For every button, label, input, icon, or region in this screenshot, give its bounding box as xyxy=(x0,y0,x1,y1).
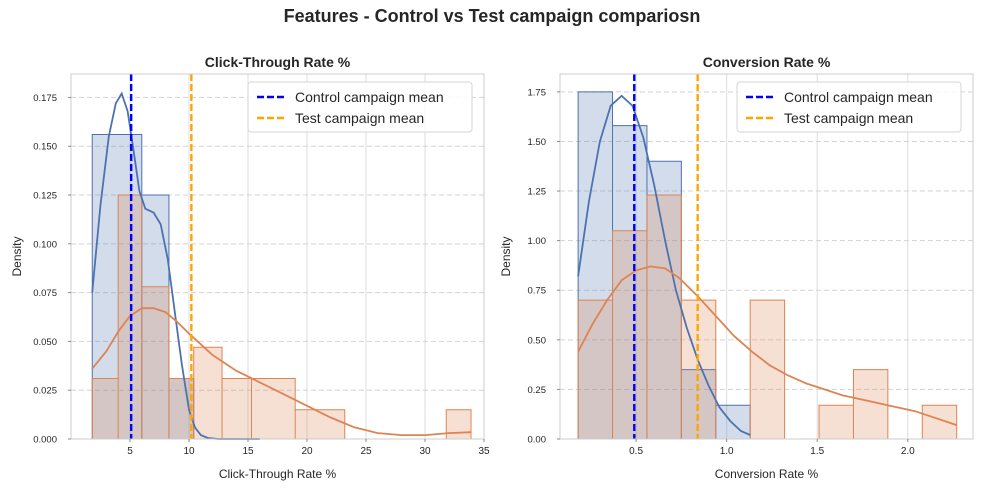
x-tick-label: 1.0 xyxy=(720,446,734,457)
y-tick-label: 0.75 xyxy=(528,286,547,297)
y-tick-label: 0.125 xyxy=(33,191,57,202)
control-bar xyxy=(646,161,682,440)
test-bar xyxy=(819,405,854,439)
y-tick-label: 0.50 xyxy=(528,335,547,346)
y-tick-label: 0.25 xyxy=(528,385,547,396)
control-histogram-outline xyxy=(577,91,751,439)
chart-panel-2: 0.5 1.0 1.5 2.0 0.00 0.25 0.50 0.75 1.00 1.25 1.50… xyxy=(499,54,974,481)
y-tick-label: 0.100 xyxy=(33,239,57,250)
test-bar xyxy=(168,378,194,439)
y-tick-label: 0.050 xyxy=(33,337,57,348)
x-axis-label: Click-Through Rate % xyxy=(219,467,337,481)
x-tick-label: 30 xyxy=(419,446,431,457)
test-bar xyxy=(92,378,119,439)
y-tick-label: 0.00 xyxy=(528,435,547,446)
legend-label: Control campaign mean xyxy=(295,89,444,105)
y-tick-label: 0.025 xyxy=(33,386,57,397)
plot-frame xyxy=(70,73,485,440)
test-bar xyxy=(222,378,252,439)
test-bar xyxy=(193,347,223,439)
legend: Control campaign mean Test campaign mean xyxy=(736,81,962,133)
x-tick-label: 35 xyxy=(478,446,490,457)
legend-label: Test campaign mean xyxy=(784,110,913,126)
control-bar xyxy=(141,195,169,439)
figure-title: Features - Control vs Test campaign comp… xyxy=(283,6,701,26)
y-tick-label: 1.50 xyxy=(528,137,547,148)
x-tick-label: 10 xyxy=(183,446,195,457)
control-bar xyxy=(92,134,142,439)
y-axis-label: Density xyxy=(10,236,24,276)
test-bar xyxy=(750,300,785,439)
y-tick-label: 1.75 xyxy=(528,87,547,98)
y-tick-label: 1.25 xyxy=(528,187,547,198)
subplot-title: Click-Through Rate % xyxy=(205,54,351,70)
x-tick-label: 5 xyxy=(127,446,133,457)
y-tick-label: 0.150 xyxy=(33,142,57,153)
test-bar xyxy=(251,378,296,439)
legend-label: Test campaign mean xyxy=(295,110,424,126)
y-axis-label: Density xyxy=(499,236,513,276)
x-tick-label: 25 xyxy=(360,446,372,457)
legend-box xyxy=(736,81,962,133)
test-kde-line xyxy=(577,265,957,426)
x-tick-label: 2.0 xyxy=(901,446,915,457)
x-tick-label: 1.5 xyxy=(810,446,824,457)
x-axis-label: Conversion Rate % xyxy=(715,467,819,481)
subplot-title: Conversion Rate % xyxy=(703,54,831,70)
test-bar xyxy=(922,405,957,439)
test-bar xyxy=(446,409,472,439)
control-kde-line xyxy=(91,91,260,440)
legend: Control campaign mean Test campaign mean xyxy=(247,81,473,133)
test-bar xyxy=(578,300,613,439)
test-bar xyxy=(295,409,345,439)
control-bar xyxy=(612,125,647,440)
x-tick-label: 0.5 xyxy=(629,446,643,457)
test-kde-line xyxy=(91,307,472,436)
y-tick-label: 0.000 xyxy=(33,435,57,446)
legend-label: Control campaign mean xyxy=(784,89,933,105)
test-histogram xyxy=(91,194,472,440)
chart-panel-1: 5 10 15 20 25 30 35 0.000 0.025 0.050 0.075 0.100 0.… xyxy=(10,54,490,481)
legend-box xyxy=(247,81,473,133)
test-bar xyxy=(612,230,647,439)
y-tick-label: 0.175 xyxy=(33,93,57,104)
x-tick-label: 20 xyxy=(301,446,313,457)
control-histogram xyxy=(577,91,751,440)
y-tick-label: 1.00 xyxy=(528,236,547,247)
plot-frame xyxy=(559,73,974,440)
x-tick-label: 15 xyxy=(242,446,254,457)
y-tick-label: 0.075 xyxy=(33,288,57,299)
control-kde-line xyxy=(577,94,751,436)
control-bar xyxy=(578,91,613,439)
